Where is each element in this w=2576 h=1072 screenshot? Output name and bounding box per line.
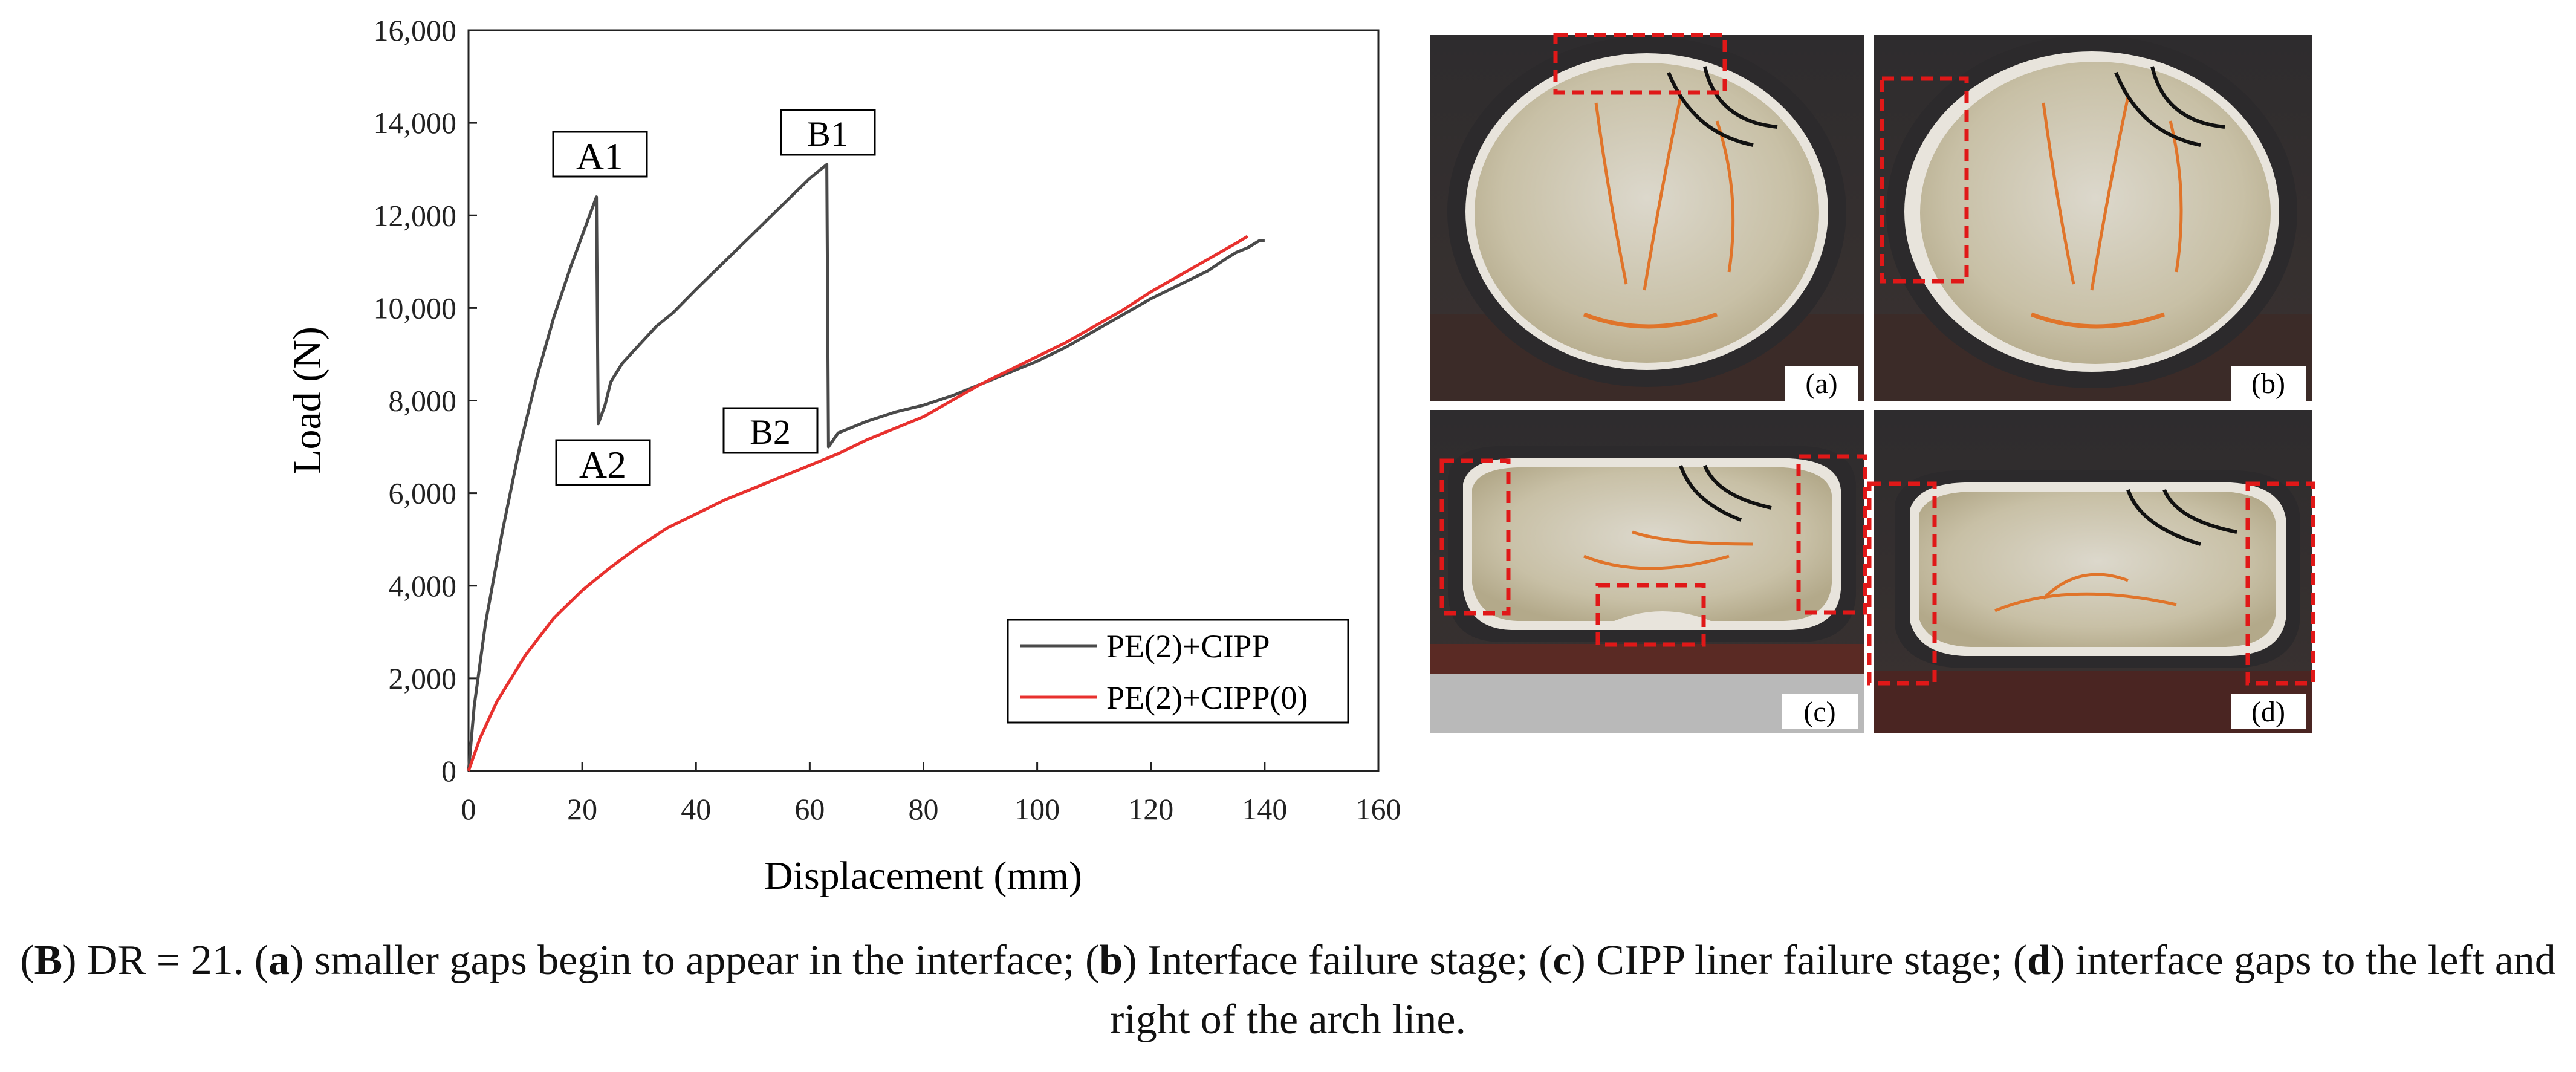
x-tick-label: 0 — [461, 792, 476, 826]
damage-highlight-d-right — [2245, 481, 2315, 686]
caption-b-text: ) Interface failure stage; ( — [1123, 937, 1553, 984]
legend-label-pe-cipp: PE(2)+CIPP — [1106, 628, 1270, 664]
x-tick-label: 140 — [1242, 792, 1287, 826]
y-tick-label: 2,000 — [389, 661, 457, 695]
damage-highlight-c-bottom — [1595, 583, 1706, 647]
y-axis-ticks: 0 2,000 4,000 6,000 8,000 10,000 12,000 14,000 1… — [374, 13, 477, 788]
y-tick-label: 14,000 — [374, 106, 457, 140]
legend-label-pe-cipp-0: PE(2)+CIPP(0) — [1106, 680, 1308, 716]
x-tick-label: 40 — [681, 792, 711, 826]
photo-b: (b) — [1874, 35, 2312, 401]
damage-highlight-b — [1880, 76, 1969, 284]
caption-d-label: d — [2027, 937, 2051, 984]
x-tick-label: 160 — [1356, 792, 1401, 826]
y-tick-label: 16,000 — [374, 13, 457, 47]
y-axis-title: Load (N) — [285, 326, 329, 474]
caption-a-text: ) smaller gaps begin to appear in the in… — [290, 937, 1100, 984]
legend: PE(2)+CIPP PE(2)+CIPP(0) — [1007, 619, 1349, 724]
figure-caption: (B) DR = 21. (a) smaller gaps begin to a… — [20, 937, 2556, 1043]
photo-c: (c) — [1430, 410, 1867, 733]
x-tick-label: 100 — [1014, 792, 1060, 826]
annotation-a1-label: A1 — [576, 135, 623, 178]
x-axis-title: Displacement (mm) — [764, 854, 1082, 898]
photo-d: (d) — [1867, 410, 2315, 733]
damage-highlight-c-right — [1796, 454, 1867, 615]
annotation-b1: B1 — [780, 109, 876, 156]
caption-a-label: a — [268, 937, 290, 984]
photo-b-label: (b) — [2251, 368, 2285, 400]
damage-highlight-c-left — [1439, 458, 1511, 616]
annotation-b2-label: B2 — [750, 412, 791, 452]
y-tick-label: 8,000 — [389, 384, 457, 418]
annotation-b1-label: B1 — [807, 114, 848, 154]
y-tick-label: 6,000 — [389, 476, 457, 510]
y-tick-label: 12,000 — [374, 198, 457, 232]
damage-highlight-a — [1553, 33, 1727, 95]
annotation-a2: A2 — [555, 439, 651, 486]
caption-figure-label: B — [34, 937, 63, 984]
caption-lead: ) DR = 21. ( — [62, 937, 269, 984]
x-tick-label: 20 — [567, 792, 597, 826]
x-tick-label: 80 — [909, 792, 939, 826]
load-displacement-chart: 0 20 40 60 80 100 120 140 160 0 2,000 4,000 6,000 8,… — [285, 13, 1401, 898]
series-layer — [467, 163, 1265, 772]
annotation-a2-label: A2 — [579, 443, 626, 486]
y-tick-label: 10,000 — [374, 291, 457, 325]
x-axis-ticks: 0 20 40 60 80 100 120 140 160 — [461, 762, 1401, 826]
damage-highlight-d-left — [1867, 481, 1937, 686]
caption-c-text: ) CIPP liner failure stage; ( — [1571, 937, 2028, 984]
caption-b-label: b — [1099, 937, 1123, 984]
series-line-pe-cipp — [467, 163, 1265, 772]
photo-a-label: (a) — [1805, 368, 1837, 400]
photo-c-label: (c) — [1803, 696, 1835, 728]
x-tick-label: 120 — [1128, 792, 1173, 826]
y-tick-label: 0 — [441, 754, 456, 788]
legend-box — [1007, 619, 1349, 724]
x-tick-label: 60 — [794, 792, 825, 826]
caption-d-text: ) interface gaps to the left and right o… — [1110, 937, 2556, 1043]
photo-a: (a) — [1430, 33, 1864, 401]
y-tick-label: 4,000 — [389, 569, 457, 603]
annotation-b2: B2 — [722, 407, 819, 454]
series-line-pe-cipp-0 — [467, 235, 1248, 772]
annotation-a1: A1 — [552, 131, 648, 178]
caption-c-label: c — [1552, 937, 1572, 984]
photo-d-label: (d) — [2251, 696, 2285, 728]
